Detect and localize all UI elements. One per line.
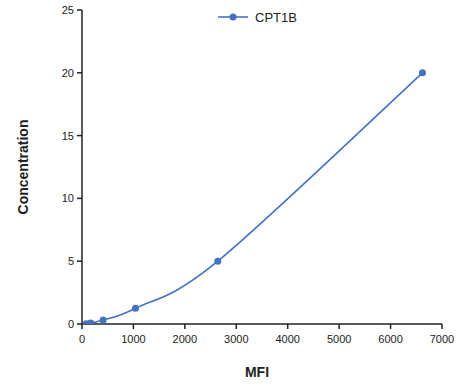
series-line: [86, 73, 422, 324]
x-tick: [184, 324, 186, 329]
data-point: [87, 320, 94, 324]
y-tick: [77, 198, 82, 200]
y-tick: [77, 260, 82, 262]
chart: 0 5 10 15 20 25 0 1000 2000 3000 4000 5000 6000 7000 M…: [0, 0, 469, 392]
x-tick-label: 7000: [430, 333, 454, 345]
y-tick: [77, 72, 82, 74]
y-tick: [77, 135, 82, 137]
x-tick-label: 2000: [173, 333, 197, 345]
y-tick-label: 20: [62, 67, 74, 79]
x-axis-line: [82, 323, 442, 325]
y-axis-title: Concentration: [15, 120, 31, 215]
x-tick: [236, 324, 238, 329]
data-point: [100, 317, 107, 324]
x-tick: [133, 324, 135, 329]
y-tick-label: 10: [62, 192, 74, 204]
x-tick: [81, 324, 83, 329]
x-tick-label: 0: [79, 333, 85, 345]
legend-label: CPT1B: [255, 10, 297, 25]
data-point: [419, 69, 426, 76]
x-tick: [287, 324, 289, 329]
x-tick-label: 4000: [275, 333, 299, 345]
x-tick: [338, 324, 340, 329]
x-axis-title: MFI: [245, 364, 269, 380]
y-tick-label: 25: [62, 4, 74, 16]
x-tick-label: 5000: [327, 333, 351, 345]
y-tick-label: 0: [68, 318, 74, 330]
plot-area: [83, 69, 426, 324]
data-point: [132, 305, 139, 312]
legend-marker: [230, 14, 237, 21]
y-tick-label: 5: [68, 255, 74, 267]
x-tick: [441, 324, 443, 329]
x-tick-label: 1000: [121, 333, 145, 345]
y-tick-label: 15: [62, 130, 74, 142]
data-point: [214, 258, 221, 265]
x-tick-label: 3000: [224, 333, 248, 345]
y-tick: [77, 9, 82, 11]
y-axis-line: [81, 10, 83, 324]
x-tick-label: 6000: [378, 333, 402, 345]
x-tick: [390, 324, 392, 329]
